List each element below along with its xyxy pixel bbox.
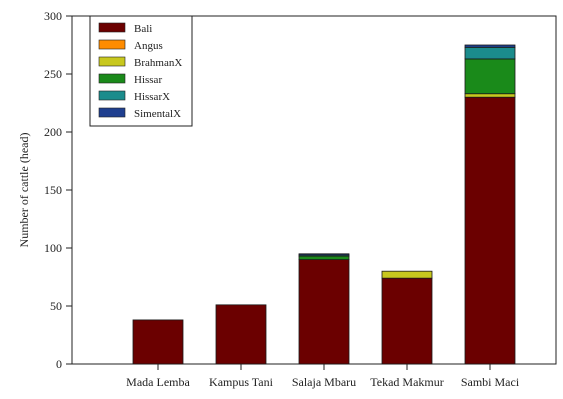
x-tick-label: Salaja Mbaru	[292, 375, 356, 389]
legend-label: Bali	[134, 23, 152, 35]
legend-label: SimentalX	[134, 108, 181, 120]
axes: 0 50 100 150 200 250 300 Mada Lemba Kampus Tani S…	[44, 9, 557, 389]
bar-segment-bali	[464, 96, 516, 365]
x-tick-label: Sambi Maci	[461, 375, 520, 389]
x-tick-label: Mada Lemba	[126, 375, 190, 389]
bars	[132, 44, 516, 365]
bar-segment-bali	[381, 277, 433, 365]
bar-segment-hissar	[464, 58, 516, 95]
legend-swatch	[98, 56, 126, 67]
legend-swatch	[98, 22, 126, 33]
y-tick-label: 250	[44, 67, 62, 81]
legend-label: HissarX	[134, 91, 170, 103]
legend-label: Angus	[134, 40, 163, 52]
y-axis-label: Number of cattle (head)	[17, 133, 31, 248]
legend-label: Hissar	[134, 74, 162, 86]
y-tick-label: 100	[44, 241, 62, 255]
x-tick-label: Tekad Makmur	[370, 375, 443, 389]
legend-swatch	[98, 73, 126, 84]
legend-box	[89, 15, 193, 127]
bar-segment-simentalx	[298, 253, 350, 256]
bar-segment-hissarx	[464, 46, 516, 60]
y-tick-label: 50	[50, 299, 62, 313]
y-tick-label: 200	[44, 125, 62, 139]
bar-segment-brahmanx	[381, 270, 433, 279]
y-tick-label: 0	[56, 357, 62, 371]
legend-swatch	[98, 107, 126, 118]
bar-segment-bali	[132, 319, 184, 365]
y-tick-label: 150	[44, 183, 62, 197]
x-tick-label: Kampus Tani	[209, 375, 274, 389]
bar-segment-brahmanx	[464, 93, 516, 98]
legend-swatch	[98, 90, 126, 101]
bar-segment-bali	[215, 304, 267, 365]
legend-label: BrahmanX	[134, 57, 182, 69]
bar-segment-bali	[298, 259, 350, 365]
y-tick-label: 300	[44, 9, 62, 23]
legend-swatch	[98, 39, 126, 50]
bar-segment-hissar	[298, 255, 350, 260]
legend: Bali Angus BrahmanX Hissar HissarX SimentalX	[89, 15, 193, 127]
bar-segment-simentalx	[464, 44, 516, 48]
